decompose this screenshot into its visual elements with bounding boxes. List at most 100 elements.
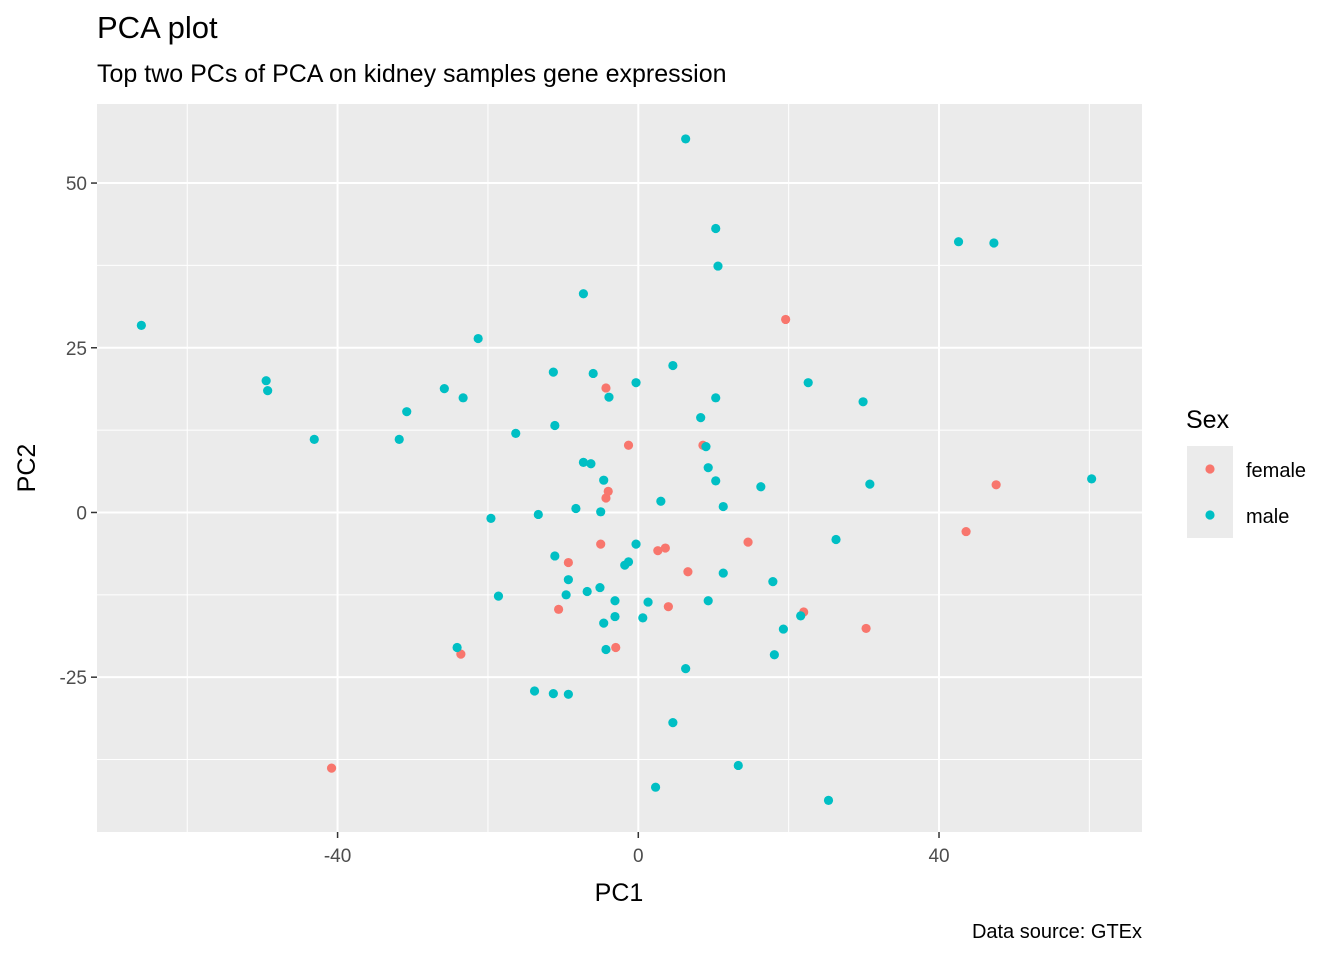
- data-point-male: [620, 560, 630, 570]
- data-point-male: [588, 368, 598, 379]
- data-point-male: [733, 760, 743, 771]
- data-point-female: [601, 383, 611, 393]
- data-point-female: [743, 537, 753, 547]
- data-point-male: [668, 718, 678, 728]
- data-point-male: [561, 590, 571, 600]
- chart-caption: Data source: GTEx: [971, 921, 1142, 943]
- axis-ticks: [91, 182, 940, 838]
- data-point-male: [769, 650, 779, 660]
- data-point-female: [961, 526, 971, 537]
- x-tick-label: -40: [324, 846, 351, 867]
- data-point-male: [439, 384, 449, 394]
- data-point-male: [631, 378, 641, 388]
- y-tick-label: 50: [66, 174, 87, 195]
- data-point-male: [402, 407, 412, 417]
- legend-dot-male: [1205, 510, 1215, 520]
- data-point-male: [493, 591, 504, 601]
- data-point-female: [603, 486, 613, 496]
- data-point-male: [768, 577, 778, 587]
- data-point-female: [781, 314, 791, 325]
- data-point-male: [595, 582, 605, 593]
- data-point-male: [309, 434, 319, 444]
- x-axis-title: PC1: [595, 879, 644, 907]
- data-point-male: [263, 385, 273, 396]
- data-point-male: [473, 333, 483, 344]
- data-point-female: [660, 543, 670, 553]
- data-point-male: [711, 223, 721, 234]
- data-points: [136, 134, 1097, 805]
- data-point-male: [718, 568, 728, 578]
- chart-title: PCA plot: [97, 10, 218, 45]
- data-point-male: [261, 376, 271, 386]
- data-point-male: [578, 457, 589, 467]
- data-point-female: [563, 557, 573, 568]
- data-point-male: [394, 434, 404, 444]
- x-tick-label: 40: [928, 846, 949, 867]
- data-point-male: [865, 479, 875, 489]
- data-point-male: [136, 320, 146, 330]
- data-point-male: [701, 441, 711, 452]
- data-point-male: [599, 618, 609, 628]
- data-point-male: [582, 586, 592, 597]
- legend-title: Sex: [1186, 406, 1230, 434]
- y-tick-label: -25: [60, 668, 87, 689]
- axis-tick-labels: -40 0 40 -25 0 25 50: [60, 174, 950, 867]
- data-point-male: [548, 689, 558, 699]
- plot-panel: [97, 104, 1142, 832]
- data-point-male: [511, 428, 521, 439]
- data-point-male: [458, 393, 468, 403]
- y-tick-label: 0: [76, 503, 87, 524]
- data-point-male: [638, 613, 648, 623]
- minor-gridlines: [97, 104, 1142, 832]
- data-point-male: [578, 289, 589, 299]
- data-point-male: [681, 664, 691, 674]
- data-point-male: [711, 393, 721, 403]
- data-point-male: [650, 782, 661, 792]
- data-point-male: [604, 392, 614, 402]
- data-point-male: [643, 597, 653, 607]
- major-gridlines: [97, 104, 1142, 832]
- data-point-male: [1087, 474, 1097, 484]
- data-point-male: [599, 475, 609, 485]
- data-point-male: [486, 513, 496, 524]
- data-point-male: [610, 611, 620, 622]
- data-point-male: [713, 261, 723, 271]
- x-tick-label: 0: [633, 846, 644, 867]
- data-point-male: [596, 507, 606, 517]
- data-point-female: [554, 604, 564, 614]
- data-point-female: [991, 480, 1001, 490]
- data-point-male: [778, 624, 788, 634]
- y-tick-label: 25: [66, 339, 87, 360]
- data-point-male: [668, 360, 678, 371]
- data-point-male: [452, 642, 462, 653]
- data-point-female: [861, 623, 871, 634]
- data-point-male: [858, 397, 868, 407]
- data-point-male: [831, 534, 841, 545]
- data-point-male: [563, 689, 573, 699]
- data-point-male: [953, 237, 964, 247]
- chart-subtitle: Top two PCs of PCA on kidney samples gen…: [97, 60, 727, 88]
- data-point-female: [683, 567, 693, 577]
- data-point-male: [533, 509, 543, 520]
- data-point-male: [548, 367, 558, 377]
- legend-label-female: female: [1246, 460, 1306, 482]
- legend-label-male: male: [1246, 506, 1289, 528]
- legend-dot-female: [1205, 464, 1215, 474]
- data-point-male: [529, 686, 540, 696]
- data-point-male: [703, 596, 713, 606]
- data-point-male: [803, 378, 813, 388]
- data-point-male: [796, 611, 806, 621]
- data-point-female: [663, 602, 673, 612]
- data-point-male: [718, 501, 728, 512]
- data-point-male: [656, 496, 666, 506]
- data-point-male: [550, 551, 560, 561]
- data-point-male: [703, 463, 713, 473]
- data-point-male: [601, 644, 611, 655]
- y-axis-title: PC2: [13, 444, 41, 493]
- data-point-female: [623, 440, 634, 450]
- data-point-male: [696, 413, 706, 423]
- data-point-male: [631, 539, 641, 549]
- data-point-male: [681, 134, 691, 144]
- data-point-male: [823, 795, 834, 805]
